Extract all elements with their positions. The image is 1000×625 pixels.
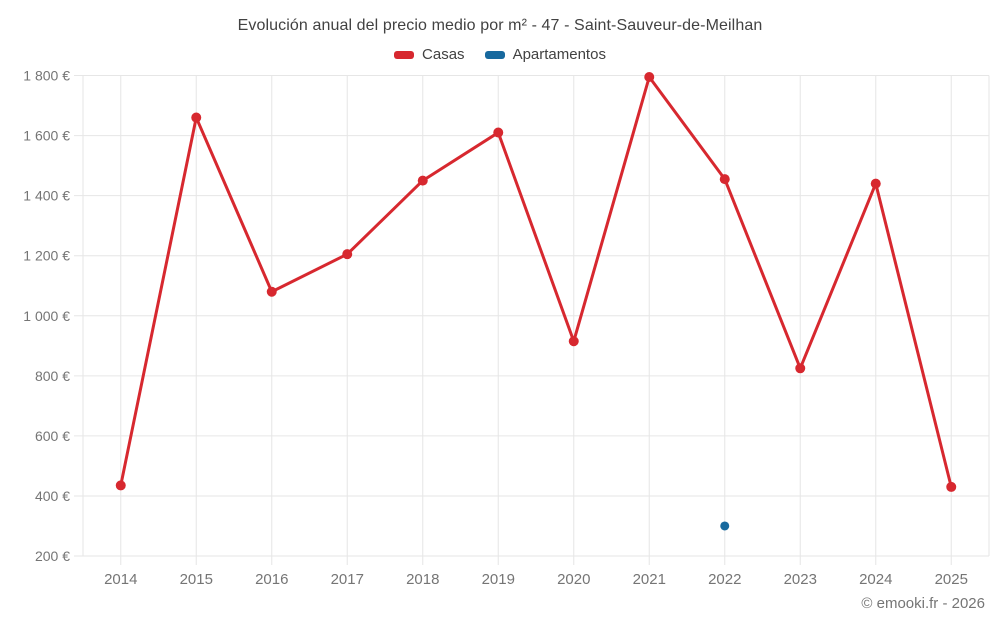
x-axis-label: 2019 [482, 571, 515, 588]
legend-item-apartamentos[interactable]: Apartamentos [484, 46, 606, 63]
x-axis-label: 2020 [557, 571, 590, 588]
apartamentos-swatch-icon [484, 50, 505, 59]
casas-point [568, 336, 579, 347]
casas-point [795, 363, 806, 374]
casas-point [191, 112, 202, 123]
apartamentos-point [720, 521, 730, 531]
y-axis-label: 1 400 € [23, 188, 70, 204]
casas-swatch-icon [394, 50, 415, 59]
casas-point [493, 127, 504, 138]
x-axis-label: 2023 [784, 571, 817, 588]
y-axis-label: 800 € [35, 368, 70, 384]
x-axis-label: 2018 [406, 571, 439, 588]
legend-label-apartamentos: Apartamentos [512, 46, 606, 63]
y-axis-label: 600 € [35, 428, 70, 444]
casas-point [719, 174, 730, 185]
y-axis-label: 1 600 € [23, 128, 70, 144]
x-axis-label: 2022 [708, 571, 741, 588]
casas-point [417, 175, 428, 186]
casas-line [119, 75, 953, 489]
x-axis-label: 2024 [859, 571, 892, 588]
casas-point [870, 178, 881, 189]
y-axis-label: 1 200 € [23, 248, 70, 264]
casas-point [115, 480, 126, 491]
chart-title: Evolución anual del precio medio por m² … [237, 17, 763, 34]
x-axis-label: 2025 [935, 571, 968, 588]
legend-item-casas[interactable]: Casas [394, 46, 465, 63]
casas-point [342, 249, 353, 260]
x-axis-label: 2016 [255, 571, 288, 588]
legend-label-casas: Casas [422, 46, 465, 63]
chart-legend: Casas Apartamentos [0, 46, 1000, 63]
y-axis-label: 400 € [35, 488, 70, 504]
y-axis-label: 1 800 € [23, 68, 70, 84]
casas-point [644, 72, 655, 83]
casas-point [946, 481, 957, 492]
copyright-credit: © emooki.fr - 2026 [861, 595, 985, 612]
casas-point [266, 286, 277, 297]
x-axis-label: 2017 [331, 571, 364, 588]
x-axis-label: 2014 [104, 571, 137, 588]
y-axis-label: 200 € [35, 548, 70, 564]
y-axis-label: 1 000 € [23, 308, 70, 324]
x-axis-label: 2021 [633, 571, 666, 588]
x-axis-label: 2015 [180, 571, 213, 588]
